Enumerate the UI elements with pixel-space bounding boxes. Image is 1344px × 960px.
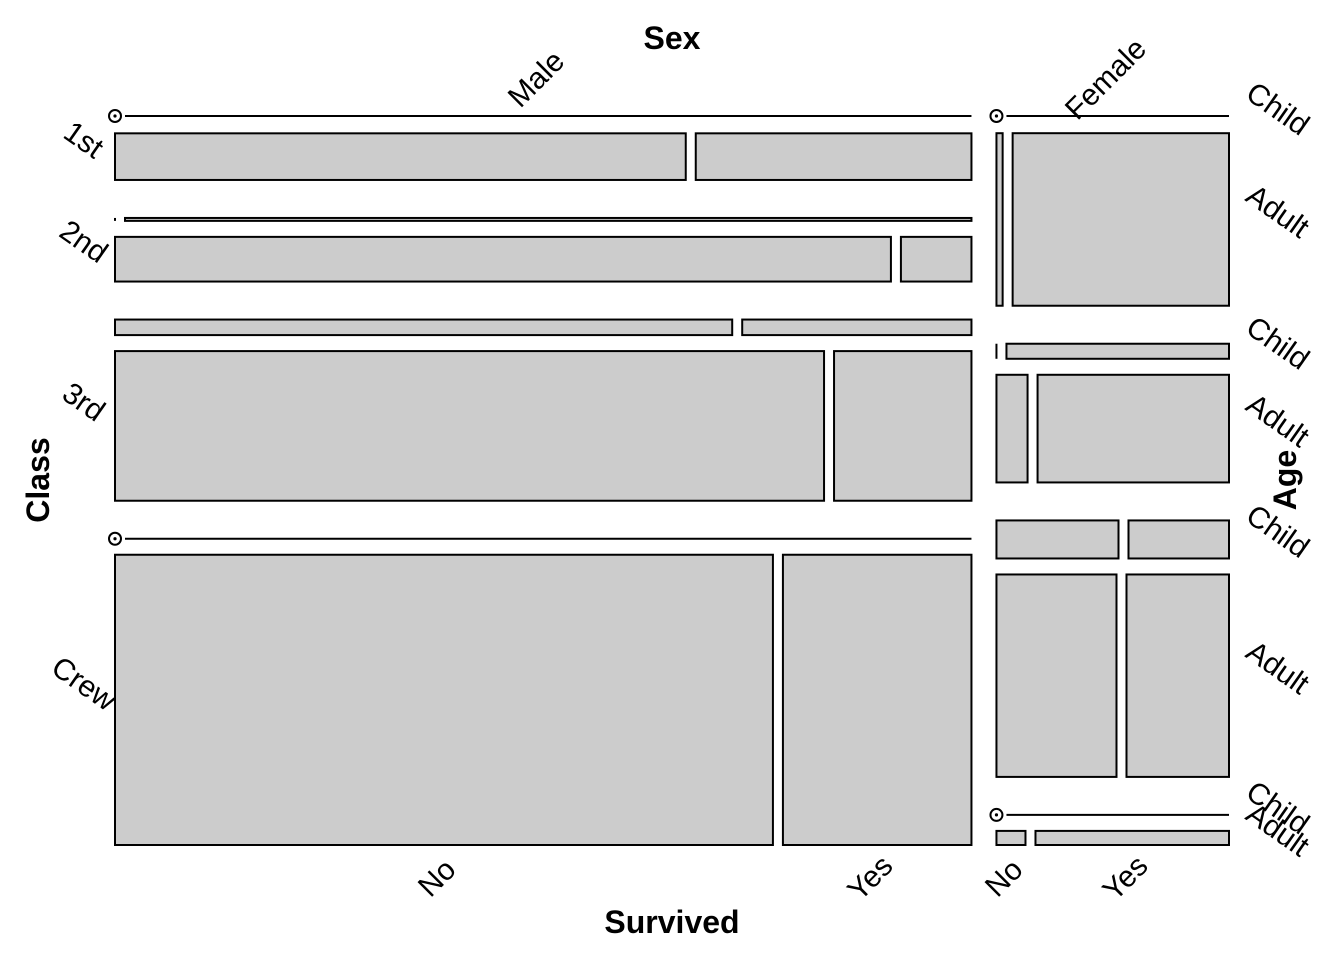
- tile-male-3rd-child-yes: [741, 318, 973, 337]
- tile-female-2nd-adult-no: [995, 373, 1029, 484]
- tile-male-2nd-adult-yes: [899, 235, 973, 283]
- sex-label-male: Male: [502, 45, 571, 114]
- tile-male-1st-child-no-empty-dot: [113, 114, 117, 118]
- tile-female-crew-child-empty-dot: [994, 813, 999, 817]
- survived-label-female-no: No: [979, 853, 1029, 903]
- tile-male-2nd-child-yes: [124, 216, 973, 222]
- tile-female-2nd-child-yes: [1005, 342, 1230, 360]
- tile-female-1st-adult-no: [995, 132, 1004, 307]
- class-axis-title: Class: [20, 437, 56, 522]
- tile-male-3rd-adult-yes: [833, 350, 973, 502]
- survived-label-female-yes: Yes: [1097, 849, 1155, 907]
- class-label-crew: Crew: [45, 650, 122, 717]
- mosaic-tiles: [108, 109, 1231, 847]
- tile-female-3rd-adult-yes: [1125, 573, 1230, 778]
- class-label-1st: 1st: [58, 115, 110, 165]
- tile-male-3rd-adult-no: [114, 350, 826, 502]
- sex-axis-title: Sex: [644, 20, 701, 56]
- tile-female-1st-child-no-empty-dot: [994, 114, 999, 118]
- age-label-3rd-adult: Adult: [1240, 635, 1315, 702]
- tile-female-3rd-child-yes: [1127, 519, 1230, 560]
- tile-female-2nd-adult-yes: [1036, 373, 1231, 484]
- tile-male-1st-adult-yes: [694, 132, 973, 181]
- tile-female-crew-adult-no: [995, 829, 1027, 846]
- survived-label-male-yes: Yes: [841, 849, 899, 907]
- tile-female-crew-adult-yes: [1034, 829, 1231, 846]
- class-label-3rd: 3rd: [56, 376, 110, 428]
- tile-male-1st-adult-no: [114, 132, 687, 181]
- tile-male-3rd-child-no: [114, 318, 734, 337]
- age-label-2nd-adult: Adult: [1240, 388, 1315, 455]
- class-label-2nd: 2nd: [53, 214, 113, 270]
- age-label-1st-child: Child: [1240, 76, 1315, 142]
- tile-male-crew-child-empty-dot: [113, 537, 117, 541]
- age-label-1st-adult: Adult: [1240, 179, 1315, 246]
- tile-female-1st-adult-yes: [1011, 132, 1231, 307]
- tile-male-crew-adult-no: [114, 553, 774, 847]
- tile-female-3rd-adult-no: [995, 573, 1118, 778]
- survived-axis-title: Survived: [604, 904, 739, 940]
- sex-label-female: Female: [1059, 32, 1153, 126]
- tile-male-crew-adult-yes: [781, 553, 973, 847]
- survived-label-male-no: No: [412, 853, 462, 903]
- age-label-2nd-child: Child: [1240, 310, 1315, 376]
- tile-male-2nd-adult-no: [114, 235, 892, 283]
- age-axis-title: Age: [1267, 450, 1303, 510]
- tile-female-3rd-child-no: [995, 519, 1120, 560]
